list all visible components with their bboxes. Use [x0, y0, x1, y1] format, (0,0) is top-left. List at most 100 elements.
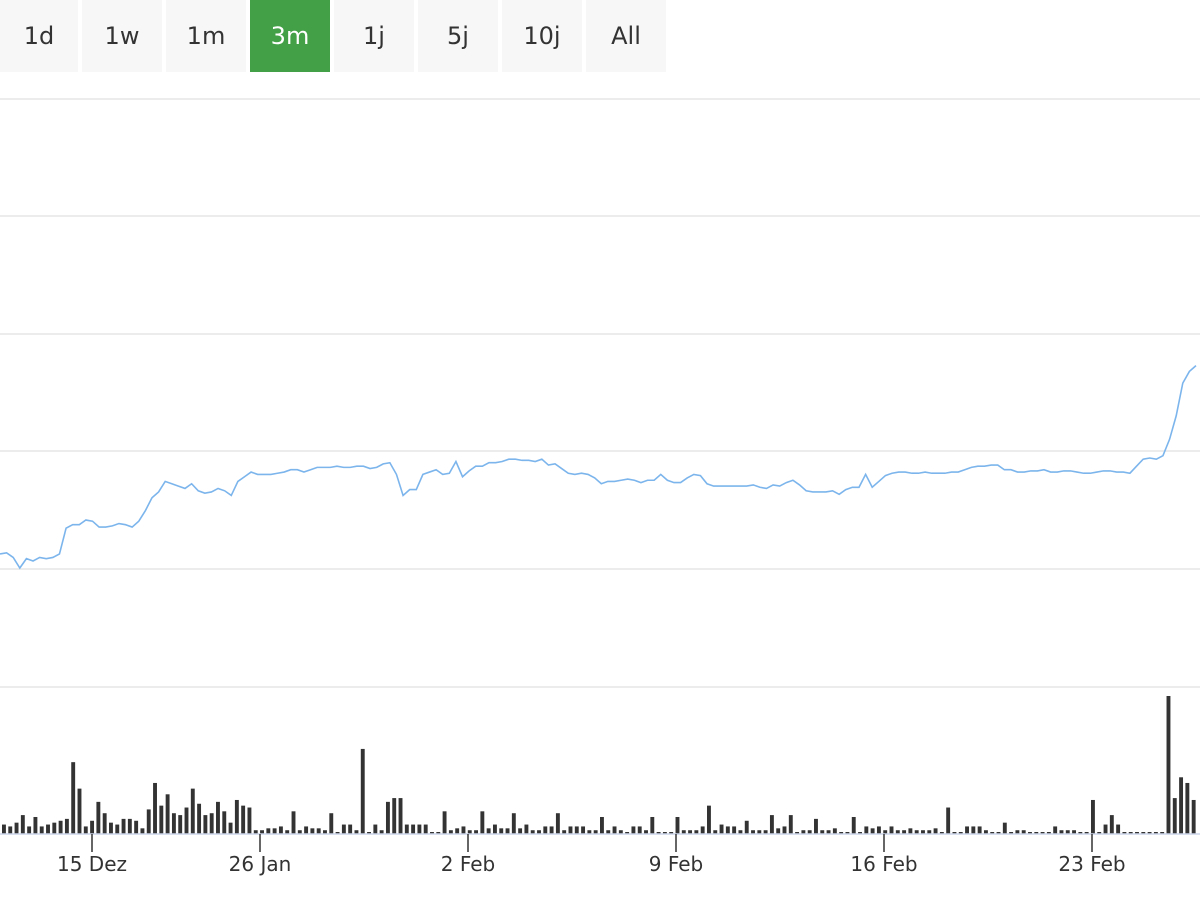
volume-bar: [90, 820, 95, 834]
volume-bar: [996, 832, 1001, 834]
volume-bar: [763, 830, 768, 834]
volume-bar: [889, 826, 894, 834]
volume-bar: [795, 832, 800, 834]
volume-bar: [732, 826, 737, 834]
volume-bar: [1034, 832, 1039, 834]
volume-bar: [946, 807, 951, 834]
volume-bar: [373, 824, 378, 834]
volume-bar: [1053, 826, 1058, 834]
volume-bar: [310, 828, 315, 834]
range-button-1w[interactable]: 1w: [82, 0, 162, 72]
volume-bar: [1109, 815, 1114, 834]
volume-bar: [952, 832, 957, 834]
volume-bar: [14, 822, 19, 834]
volume-bar: [883, 830, 888, 834]
volume-bar: [1009, 832, 1014, 834]
volume-bar: [83, 826, 88, 834]
range-button-1j[interactable]: 1j: [334, 0, 414, 72]
volume-bar: [1078, 832, 1083, 834]
volume-bar: [606, 830, 611, 834]
volume-bar: [1122, 832, 1127, 834]
volume-bar: [776, 828, 781, 834]
range-button-5j[interactable]: 5j: [418, 0, 498, 72]
volume-bar: [121, 818, 126, 834]
volume-bar: [1147, 832, 1152, 834]
volume-bar: [914, 830, 919, 834]
volume-bar: [360, 748, 365, 834]
volume-bar: [631, 826, 636, 834]
volume-bar: [1135, 832, 1139, 834]
volume-bar: [543, 826, 548, 834]
volume-bars: [2, 696, 1196, 834]
volume-bar: [209, 813, 214, 834]
volume-bar: [329, 813, 334, 834]
volume-bar: [581, 826, 586, 834]
volume-bar: [644, 830, 648, 834]
range-button-10j[interactable]: 10j: [502, 0, 582, 72]
volume-bar: [568, 826, 573, 834]
volume-bar: [228, 822, 233, 834]
volume-bar: [1002, 822, 1007, 834]
range-button-1m[interactable]: 1m: [166, 0, 246, 72]
volume-bar: [404, 824, 409, 834]
volume-bar: [751, 830, 755, 834]
volume-bar: [990, 832, 995, 834]
volume-bar: [71, 762, 76, 834]
grid-lines: [0, 98, 1200, 688]
volume-bar: [392, 798, 397, 834]
volume-bar: [921, 830, 925, 834]
volume-bar: [738, 830, 743, 834]
volume-bar: [77, 788, 82, 834]
volume-bar: [656, 832, 661, 834]
volume-bar: [1015, 830, 1020, 834]
volume-bar: [625, 832, 630, 834]
volume-bar: [323, 830, 327, 834]
range-button-3m[interactable]: 3m: [250, 0, 330, 72]
volume-bar: [127, 818, 132, 834]
volume-bar: [134, 820, 139, 834]
volume-bar: [1097, 832, 1102, 834]
volume-bar: [505, 828, 510, 834]
x-tick-label: 15 Dez: [57, 852, 127, 876]
volume-bar: [20, 815, 25, 834]
volume-bar: [165, 794, 170, 834]
volume-bar: [448, 830, 453, 834]
range-selector: 1d 1w 1m 3m 1j 5j 10j All: [0, 0, 670, 72]
volume-bar: [939, 832, 944, 834]
volume-bar: [455, 828, 460, 834]
range-button-all[interactable]: All: [586, 0, 666, 72]
volume-bar: [927, 830, 932, 834]
volume-bar: [341, 824, 346, 834]
volume-bar: [769, 815, 774, 834]
volume-bar: [832, 828, 837, 834]
volume-bar: [241, 805, 246, 834]
range-button-1d[interactable]: 1d: [0, 0, 78, 72]
volume-bar: [1059, 830, 1064, 834]
volume-bar: [379, 830, 384, 834]
volume-bar: [845, 832, 850, 834]
volume-bar: [436, 832, 441, 834]
volume-bar: [316, 828, 321, 834]
volume-bar: [1084, 832, 1089, 834]
volume-bar: [1141, 832, 1146, 834]
volume-bar: [744, 820, 749, 834]
volume-bar: [291, 811, 296, 834]
volume-bar: [782, 826, 787, 834]
volume-bar: [1185, 782, 1190, 834]
volume-bar: [96, 801, 101, 834]
volume-bar: [1028, 832, 1032, 834]
volume-bar: [52, 822, 57, 834]
volume-bar: [700, 826, 705, 834]
volume-bar: [304, 826, 309, 834]
volume-bar: [725, 826, 730, 834]
volume-bar: [1046, 832, 1051, 834]
volume-bar: [511, 813, 516, 834]
volume-bar: [146, 809, 151, 834]
volume-bar: [977, 826, 982, 834]
volume-bar: [549, 826, 554, 834]
price-series-line: [0, 364, 1197, 570]
volume-bar: [385, 801, 390, 834]
volume-bar: [140, 828, 145, 834]
volume-bar: [203, 815, 208, 834]
